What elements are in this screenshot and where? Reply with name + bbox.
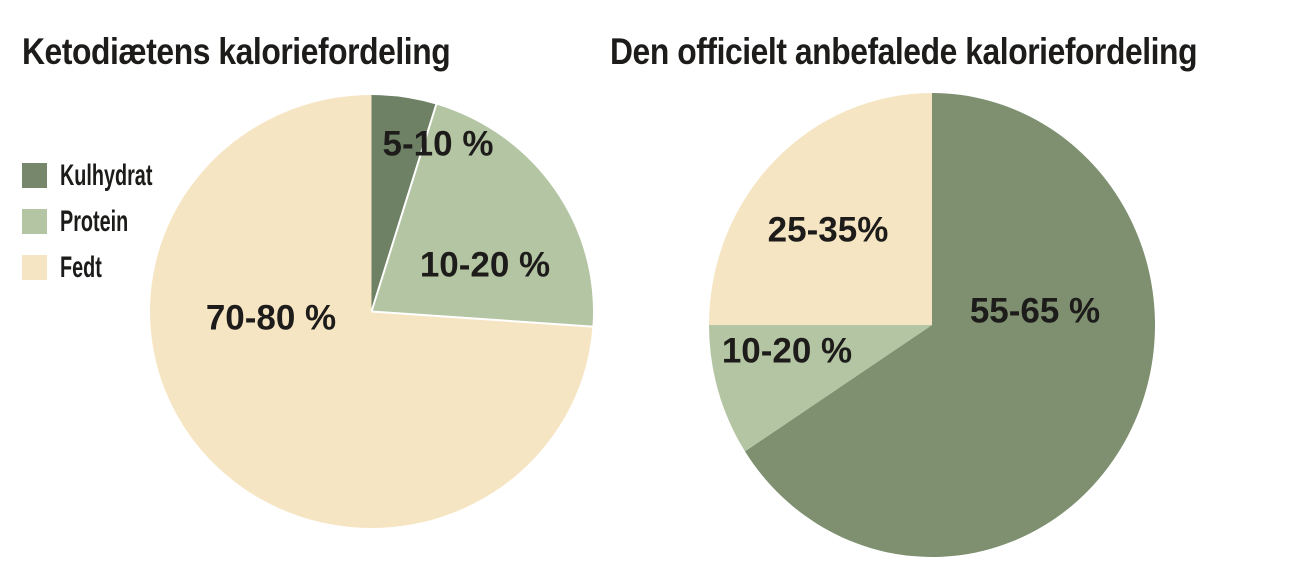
- pie-official-slice-kulhydrat: [744, 93, 1155, 558]
- official-chart-title: Den officielt anbefalede kaloriefordelin…: [610, 31, 1198, 72]
- legend-item-kulhydrat: Kulhydrat: [22, 158, 200, 192]
- legend-label-fedt: Fedt: [60, 250, 102, 284]
- fedt-swatch-icon: [22, 255, 47, 280]
- legend-label-protein: Protein: [60, 204, 129, 238]
- official-kulhydrat-label: 55-65 %: [969, 291, 1101, 331]
- pie-keto-slice-separator: [370, 104, 438, 312]
- legend-item-protein: Protein: [22, 204, 200, 238]
- keto-chart-title: Ketodiætens kaloriefordeling: [22, 31, 451, 72]
- official-protein-label: 10-20 %: [721, 331, 853, 371]
- pie-keto-slice-separator: [371, 310, 593, 328]
- pie-official-slice-protein: [709, 325, 932, 452]
- keto-protein-label: 10-20 %: [419, 245, 551, 285]
- kulhydrat-swatch-icon: [22, 163, 47, 188]
- pie-official-slice-fedt: [709, 93, 932, 325]
- keto-kulhydrat-label: 5-10 %: [382, 124, 494, 164]
- protein-swatch-icon: [22, 209, 47, 234]
- official-fedt-label: 25-35%: [767, 210, 889, 250]
- keto-fedt-label: 70-80 %: [205, 298, 337, 338]
- legend: Kulhydrat Protein Fedt: [22, 158, 200, 301]
- pie-keto-slice-fedt: [150, 95, 593, 528]
- legend-label-kulhydrat: Kulhydrat: [60, 158, 153, 192]
- pie-keto-slice-protein: [371, 104, 593, 327]
- legend-item-fedt: Fedt: [22, 250, 200, 284]
